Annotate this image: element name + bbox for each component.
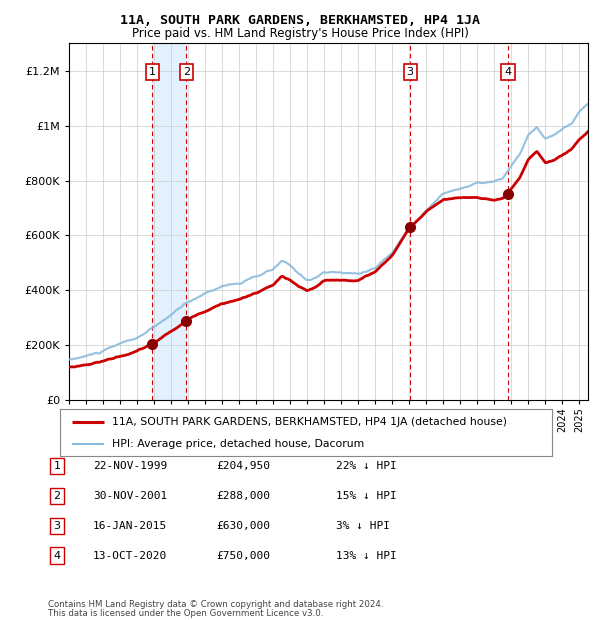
Text: 22-NOV-1999: 22-NOV-1999 <box>93 461 167 471</box>
Text: £288,000: £288,000 <box>216 491 270 501</box>
Text: 11A, SOUTH PARK GARDENS, BERKHAMSTED, HP4 1JA: 11A, SOUTH PARK GARDENS, BERKHAMSTED, HP… <box>120 14 480 27</box>
Text: £204,950: £204,950 <box>216 461 270 471</box>
Text: 2: 2 <box>53 491 61 501</box>
Text: 15% ↓ HPI: 15% ↓ HPI <box>336 491 397 501</box>
Text: 16-JAN-2015: 16-JAN-2015 <box>93 521 167 531</box>
Text: Contains HM Land Registry data © Crown copyright and database right 2024.: Contains HM Land Registry data © Crown c… <box>48 600 383 609</box>
Text: 2: 2 <box>183 67 190 77</box>
Bar <box>152 43 187 400</box>
Text: 3: 3 <box>53 521 61 531</box>
Text: 30-NOV-2001: 30-NOV-2001 <box>93 491 167 501</box>
Text: 4: 4 <box>53 551 61 560</box>
Text: 13-OCT-2020: 13-OCT-2020 <box>93 551 167 560</box>
Text: 11A, SOUTH PARK GARDENS, BERKHAMSTED, HP4 1JA (detached house): 11A, SOUTH PARK GARDENS, BERKHAMSTED, HP… <box>112 417 506 427</box>
Text: 3% ↓ HPI: 3% ↓ HPI <box>336 521 390 531</box>
Text: £630,000: £630,000 <box>216 521 270 531</box>
Text: £750,000: £750,000 <box>216 551 270 560</box>
Text: 22% ↓ HPI: 22% ↓ HPI <box>336 461 397 471</box>
Text: Price paid vs. HM Land Registry's House Price Index (HPI): Price paid vs. HM Land Registry's House … <box>131 27 469 40</box>
Text: 1: 1 <box>149 67 156 77</box>
Text: 4: 4 <box>505 67 512 77</box>
Text: This data is licensed under the Open Government Licence v3.0.: This data is licensed under the Open Gov… <box>48 609 323 618</box>
Text: HPI: Average price, detached house, Dacorum: HPI: Average price, detached house, Daco… <box>112 439 364 449</box>
Text: 13% ↓ HPI: 13% ↓ HPI <box>336 551 397 560</box>
Text: 3: 3 <box>407 67 413 77</box>
Text: 1: 1 <box>53 461 61 471</box>
